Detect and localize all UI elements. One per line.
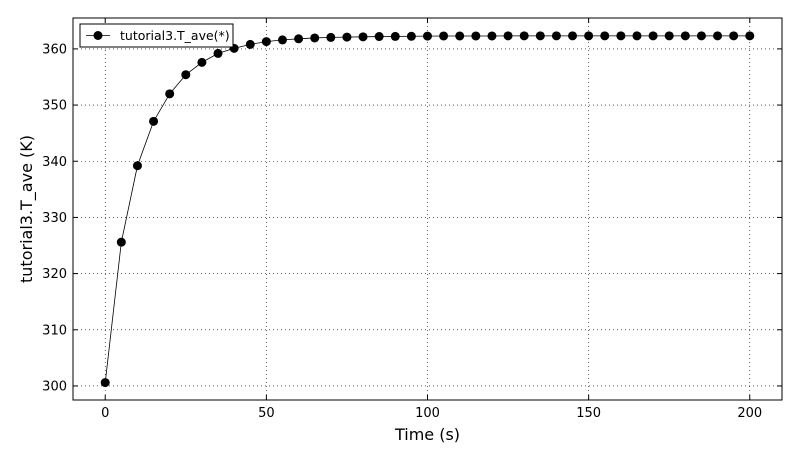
x-tick-label: 50 [258,406,275,421]
data-point [487,31,497,41]
data-point [713,31,723,41]
data-point [664,31,674,41]
data-point [277,35,287,45]
data-point [406,31,416,41]
data-point [116,237,126,247]
x-tick-label: 150 [576,406,601,421]
data-point [100,378,110,388]
data-point [632,31,642,41]
data-point [149,116,159,126]
data-point [132,161,142,171]
y-axis-title: tutorial3.T_ave (K) [17,135,37,283]
data-point [616,31,626,41]
legend-box [79,23,234,48]
data-point [455,31,465,41]
data-point [519,31,529,41]
x-tick-label: 0 [101,406,109,421]
data-point [342,32,352,42]
y-tick-label: 340 [42,155,67,170]
ticks: 0 50 100 150 200 300 310 320 330 340 350 360 [42,18,782,421]
y-tick-label: 360 [42,42,67,57]
data-point [181,70,191,80]
data-point [600,31,610,41]
x-tick-label: 100 [415,406,440,421]
y-tick-label: 310 [42,323,67,338]
data-point [358,32,368,42]
data-point [729,31,739,41]
legend-marker [93,31,103,40]
y-tick-label: 330 [42,211,67,226]
data-point [310,33,320,43]
data-point [503,31,513,41]
data-point [471,31,481,41]
data-point [680,31,690,41]
legend-label: tutorial3.T_ave(*) [120,28,230,43]
data-point [374,32,384,42]
data-point [551,31,561,41]
data-point [197,57,207,67]
data-point [294,34,304,44]
x-axis-title: Time (s) [394,425,460,444]
data-point [213,48,223,58]
y-tick-label: 320 [42,267,67,282]
data-point [245,39,255,49]
legend: tutorial3.T_ave(*) [79,23,234,48]
series-layer [100,31,755,388]
data-point [439,31,449,41]
data-point [696,31,706,41]
grid [73,18,782,400]
data-point [745,31,755,41]
data-point [326,32,336,42]
y-tick-label: 350 [42,99,67,114]
data-point [535,31,545,41]
data-point [423,31,432,41]
data-point [584,31,594,41]
data-point [165,89,175,99]
data-point [648,31,658,41]
data-point [390,31,400,41]
y-tick-label: 300 [42,379,67,394]
x-tick-label: 200 [737,406,762,421]
data-point [568,31,578,41]
data-point [261,37,271,47]
